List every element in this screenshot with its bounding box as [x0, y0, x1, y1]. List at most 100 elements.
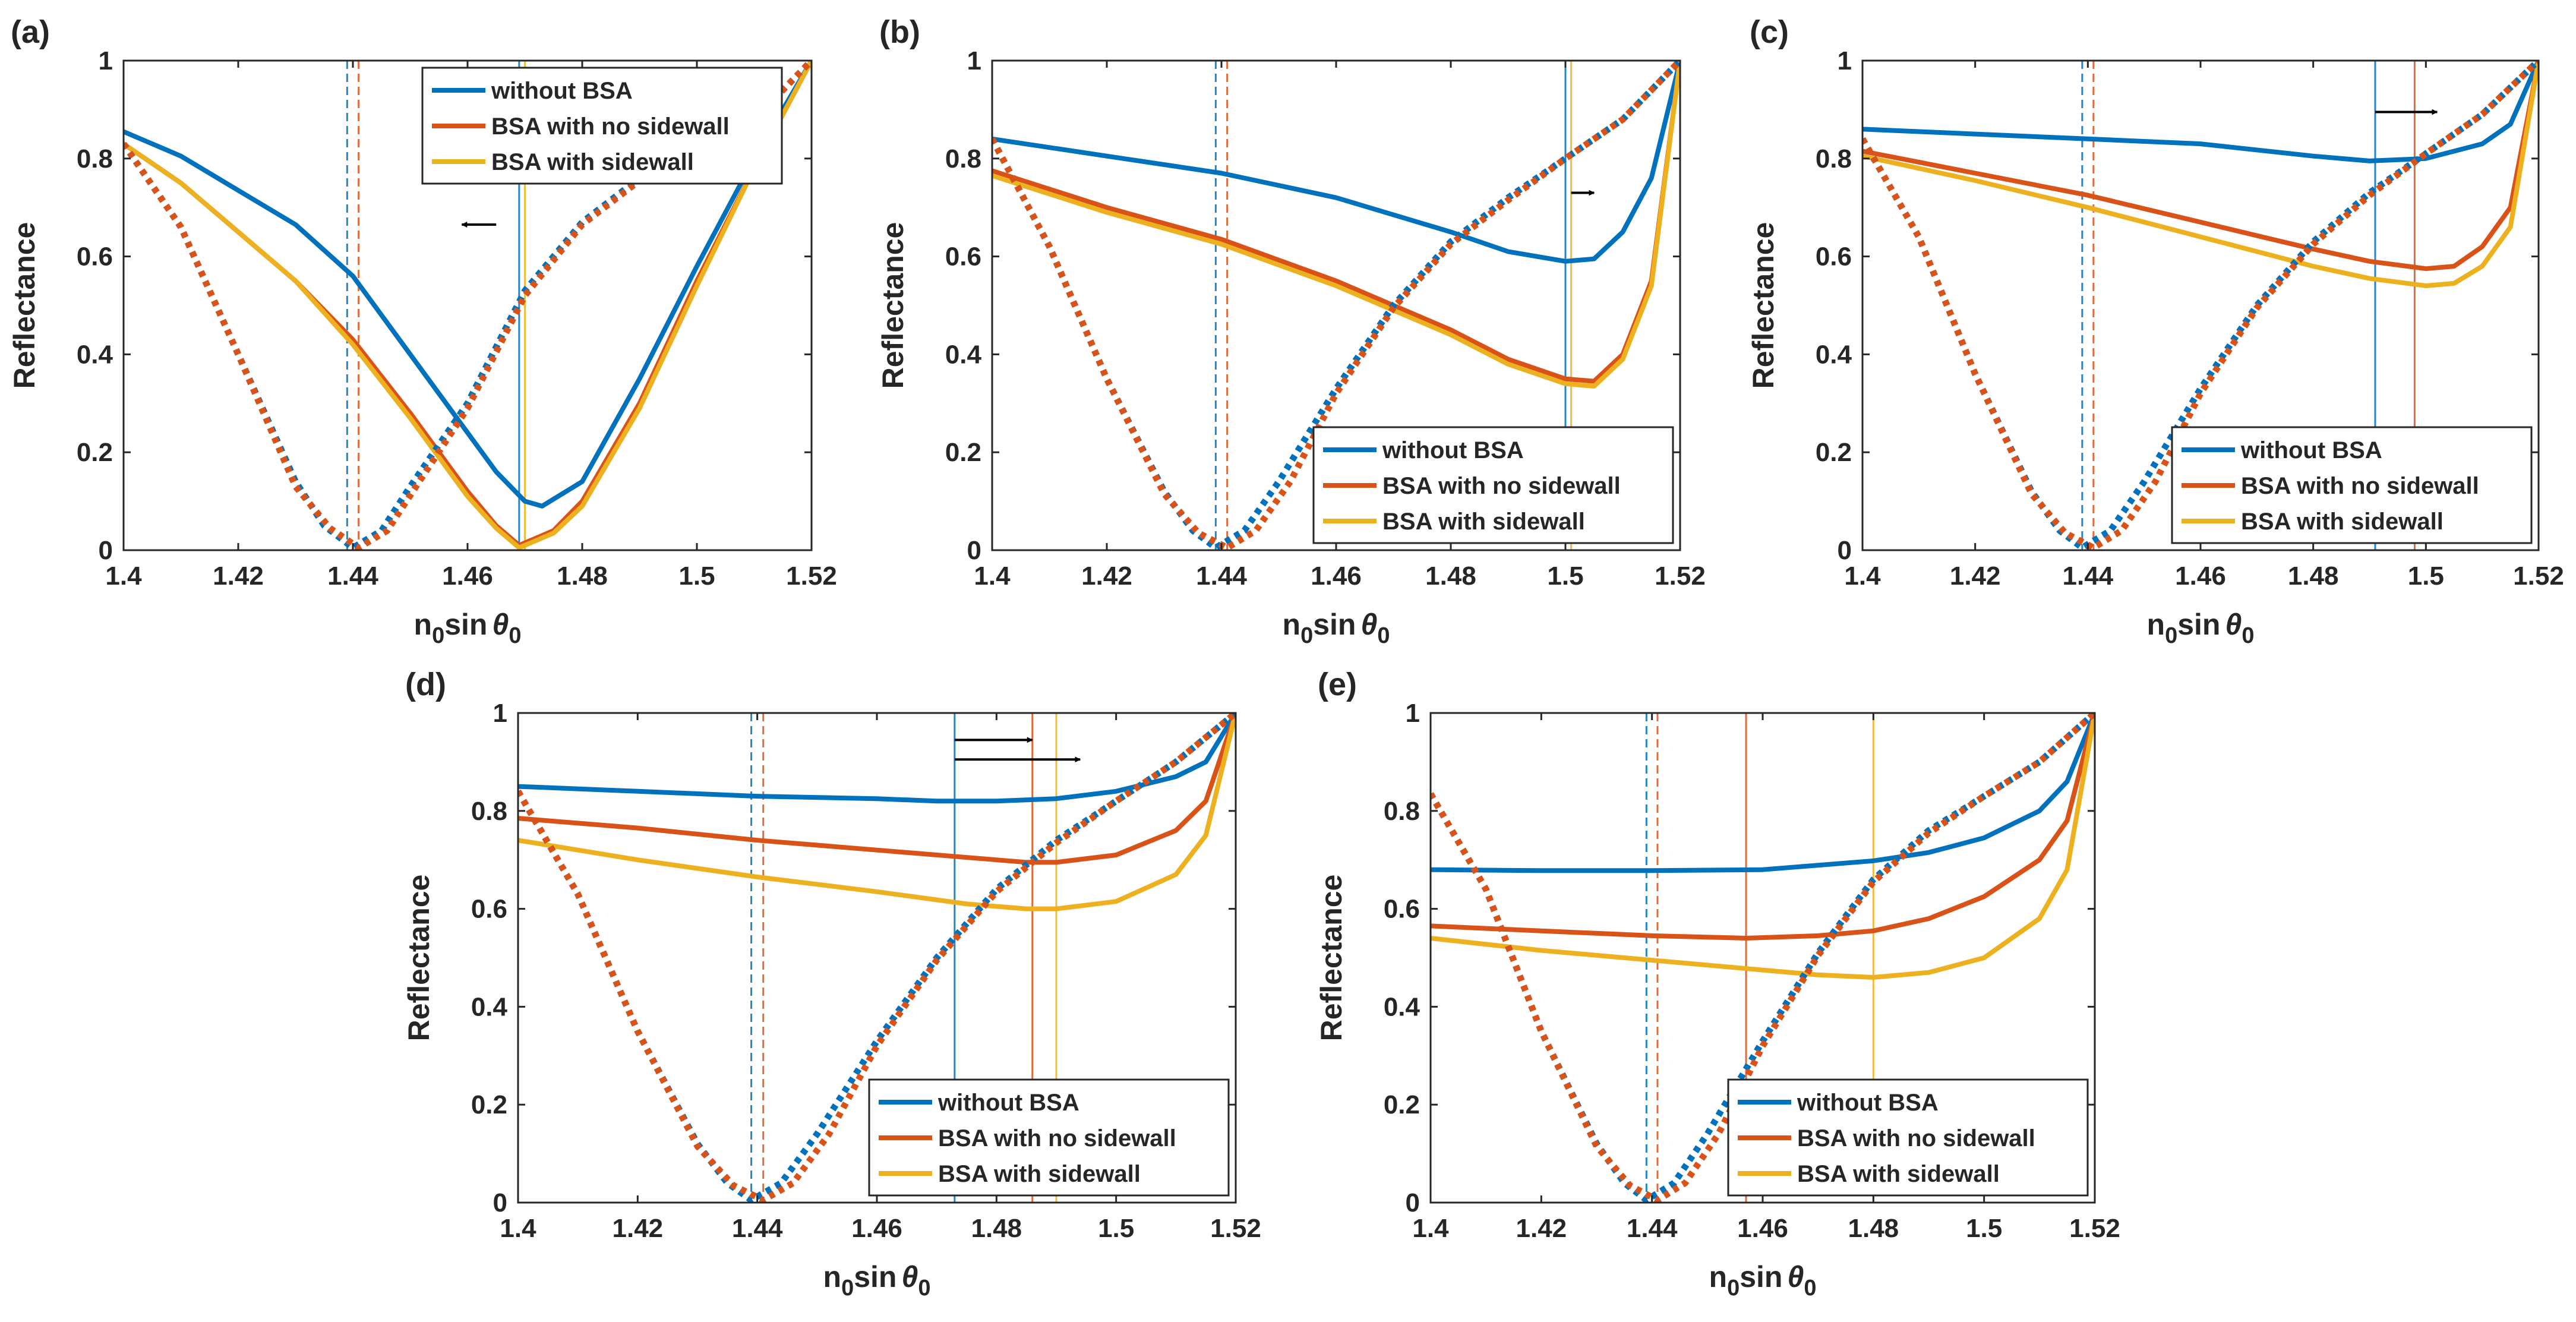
series-line-0: [124, 61, 812, 509]
dotted-series-3: [992, 61, 1680, 550]
x-tick-label: 1.48: [2288, 561, 2339, 591]
x-label-part: sin: [1313, 608, 1356, 641]
legend-label: without BSA: [2240, 437, 2382, 463]
series-line-2: [124, 61, 812, 550]
x-tick-label: 1.48: [1425, 561, 1476, 591]
chart-panel-3: 1.4 1.42 1.44 1.46 1.48 1.5 1.52 0 0.2 0.4 0.6 0.8 1…: [402, 667, 1261, 1301]
plot-content: [1862, 61, 2539, 550]
x-tick-label: 1.52: [2069, 1214, 2120, 1243]
legend-label: BSA with no sidewall: [491, 113, 730, 140]
x-tick-label: 1.4: [500, 1214, 536, 1243]
y-tick-label: 0: [99, 536, 113, 565]
series-line-2: [518, 713, 1236, 911]
y-tick-label: 0: [1838, 536, 1852, 565]
x-label-subscript: 0: [432, 623, 444, 648]
legend-label: BSA with sidewall: [938, 1161, 1141, 1187]
x-tick-label: 1.5: [2408, 561, 2444, 591]
x-tick-label: 1.5: [1098, 1214, 1134, 1243]
y-tick-label: 0.6: [77, 242, 113, 272]
y-tick-label: 0.4: [1384, 992, 1420, 1021]
x-label-part: θ: [1360, 608, 1377, 641]
legend-label: BSA with sidewall: [1382, 509, 1585, 535]
x-tick-label: 1.48: [557, 561, 608, 591]
series-line-0: [1862, 61, 2539, 163]
y-tick-label: 0.4: [471, 992, 508, 1021]
y-tick-label: 0.6: [471, 895, 507, 924]
legend-label: without BSA: [1382, 437, 1524, 463]
x-tick-label: 1.52: [1210, 1214, 1261, 1243]
plot-content: [1431, 713, 2095, 1203]
x-tick-label: 1.48: [971, 1214, 1022, 1243]
x-tick-label: 1.44: [732, 1214, 783, 1243]
y-tick-label: 0.6: [1384, 895, 1420, 924]
x-tick-label: 1.4: [105, 561, 142, 591]
x-label-part: sin: [2177, 608, 2220, 641]
x-label-subscript: 0: [1727, 1276, 1740, 1301]
x-tick-label: 1.46: [442, 561, 493, 591]
x-tick-label: 1.44: [1627, 1214, 1678, 1243]
plot-content: [992, 61, 1680, 550]
y-tick-label: 0.8: [77, 144, 113, 173]
x-label-subscript: 0: [918, 1276, 930, 1301]
x-label-part: n: [1709, 1260, 1728, 1293]
x-tick-label: 1.5: [678, 561, 715, 591]
x-tick-label: 1.46: [1311, 561, 1362, 591]
x-label-part: n: [414, 608, 433, 641]
x-tick-label: 1.42: [613, 1214, 664, 1243]
y-axis-label: Reflectance: [876, 222, 910, 389]
x-tick-label: 1.42: [1950, 561, 2001, 591]
dotted-series-4: [1862, 61, 2539, 550]
x-tick-label: 1.42: [1081, 561, 1132, 591]
legend-label: BSA with sidewall: [491, 149, 694, 175]
x-label-part: n: [1283, 608, 1301, 641]
legend-label: BSA with no sidewall: [1382, 473, 1621, 499]
y-tick-label: 0.2: [1384, 1090, 1420, 1119]
x-label-part: θ: [901, 1260, 918, 1293]
x-axis-label: n0sin θ0: [823, 1260, 931, 1301]
legend-label: BSA with no sidewall: [938, 1125, 1176, 1151]
x-axis-label: n0sin θ0: [2147, 608, 2255, 648]
series-line-2: [1431, 713, 2095, 980]
x-tick-label: 1.4: [974, 561, 1011, 591]
x-tick-label: 1.5: [1966, 1214, 2002, 1243]
x-tick-label: 1.44: [1196, 561, 1247, 591]
legend-label: without BSA: [937, 1090, 1079, 1116]
y-axis-label: Reflectance: [8, 222, 41, 389]
x-tick-label: 1.44: [2063, 561, 2114, 591]
legend-label: without BSA: [491, 78, 633, 104]
x-label-part: θ: [2225, 608, 2242, 641]
panel-label: (c): [1750, 14, 1789, 50]
y-tick-label: 1: [1406, 699, 1420, 728]
x-tick-label: 1.4: [1844, 561, 1881, 591]
legend-label: BSA with no sidewall: [2241, 473, 2479, 499]
x-label-part: sin: [444, 608, 487, 641]
x-axis-label: n0sin θ0: [1283, 608, 1390, 648]
dotted-series-4: [518, 713, 1236, 1203]
x-label-subscript: 0: [2242, 623, 2254, 648]
y-tick-label: 1: [1838, 46, 1852, 75]
y-tick-label: 0: [967, 536, 981, 565]
y-tick-label: 0.2: [1816, 438, 1852, 467]
series-line-1: [1862, 61, 2539, 272]
x-tick-label: 1.52: [786, 561, 837, 591]
y-tick-label: 0: [493, 1188, 507, 1217]
x-label-part: sin: [1740, 1260, 1782, 1293]
series-line-2: [1862, 61, 2539, 288]
panel-label: (d): [405, 667, 446, 702]
y-tick-label: 0.8: [471, 797, 507, 826]
x-label-part: θ: [492, 608, 509, 641]
x-tick-label: 1.44: [327, 561, 378, 591]
series-line-2: [992, 61, 1680, 389]
x-tick-label: 1.46: [1737, 1214, 1788, 1243]
x-tick-label: 1.4: [1412, 1214, 1449, 1243]
chart-panel-2: 1.4 1.42 1.44 1.46 1.48 1.5 1.52 0 0.2 0.4 0.6 0.8 1…: [1747, 14, 2564, 648]
panel-label: (e): [1318, 667, 1357, 702]
y-tick-label: 0.4: [1816, 340, 1852, 369]
y-axis-label: Reflectance: [402, 875, 435, 1042]
y-tick-label: 0.8: [1816, 144, 1852, 173]
x-tick-label: 1.48: [1848, 1214, 1899, 1243]
y-tick-label: 0.8: [1384, 797, 1420, 826]
x-label-subscript: 0: [841, 1276, 854, 1301]
y-tick-label: 1: [493, 699, 507, 728]
x-label-subscript: 0: [1300, 623, 1313, 648]
